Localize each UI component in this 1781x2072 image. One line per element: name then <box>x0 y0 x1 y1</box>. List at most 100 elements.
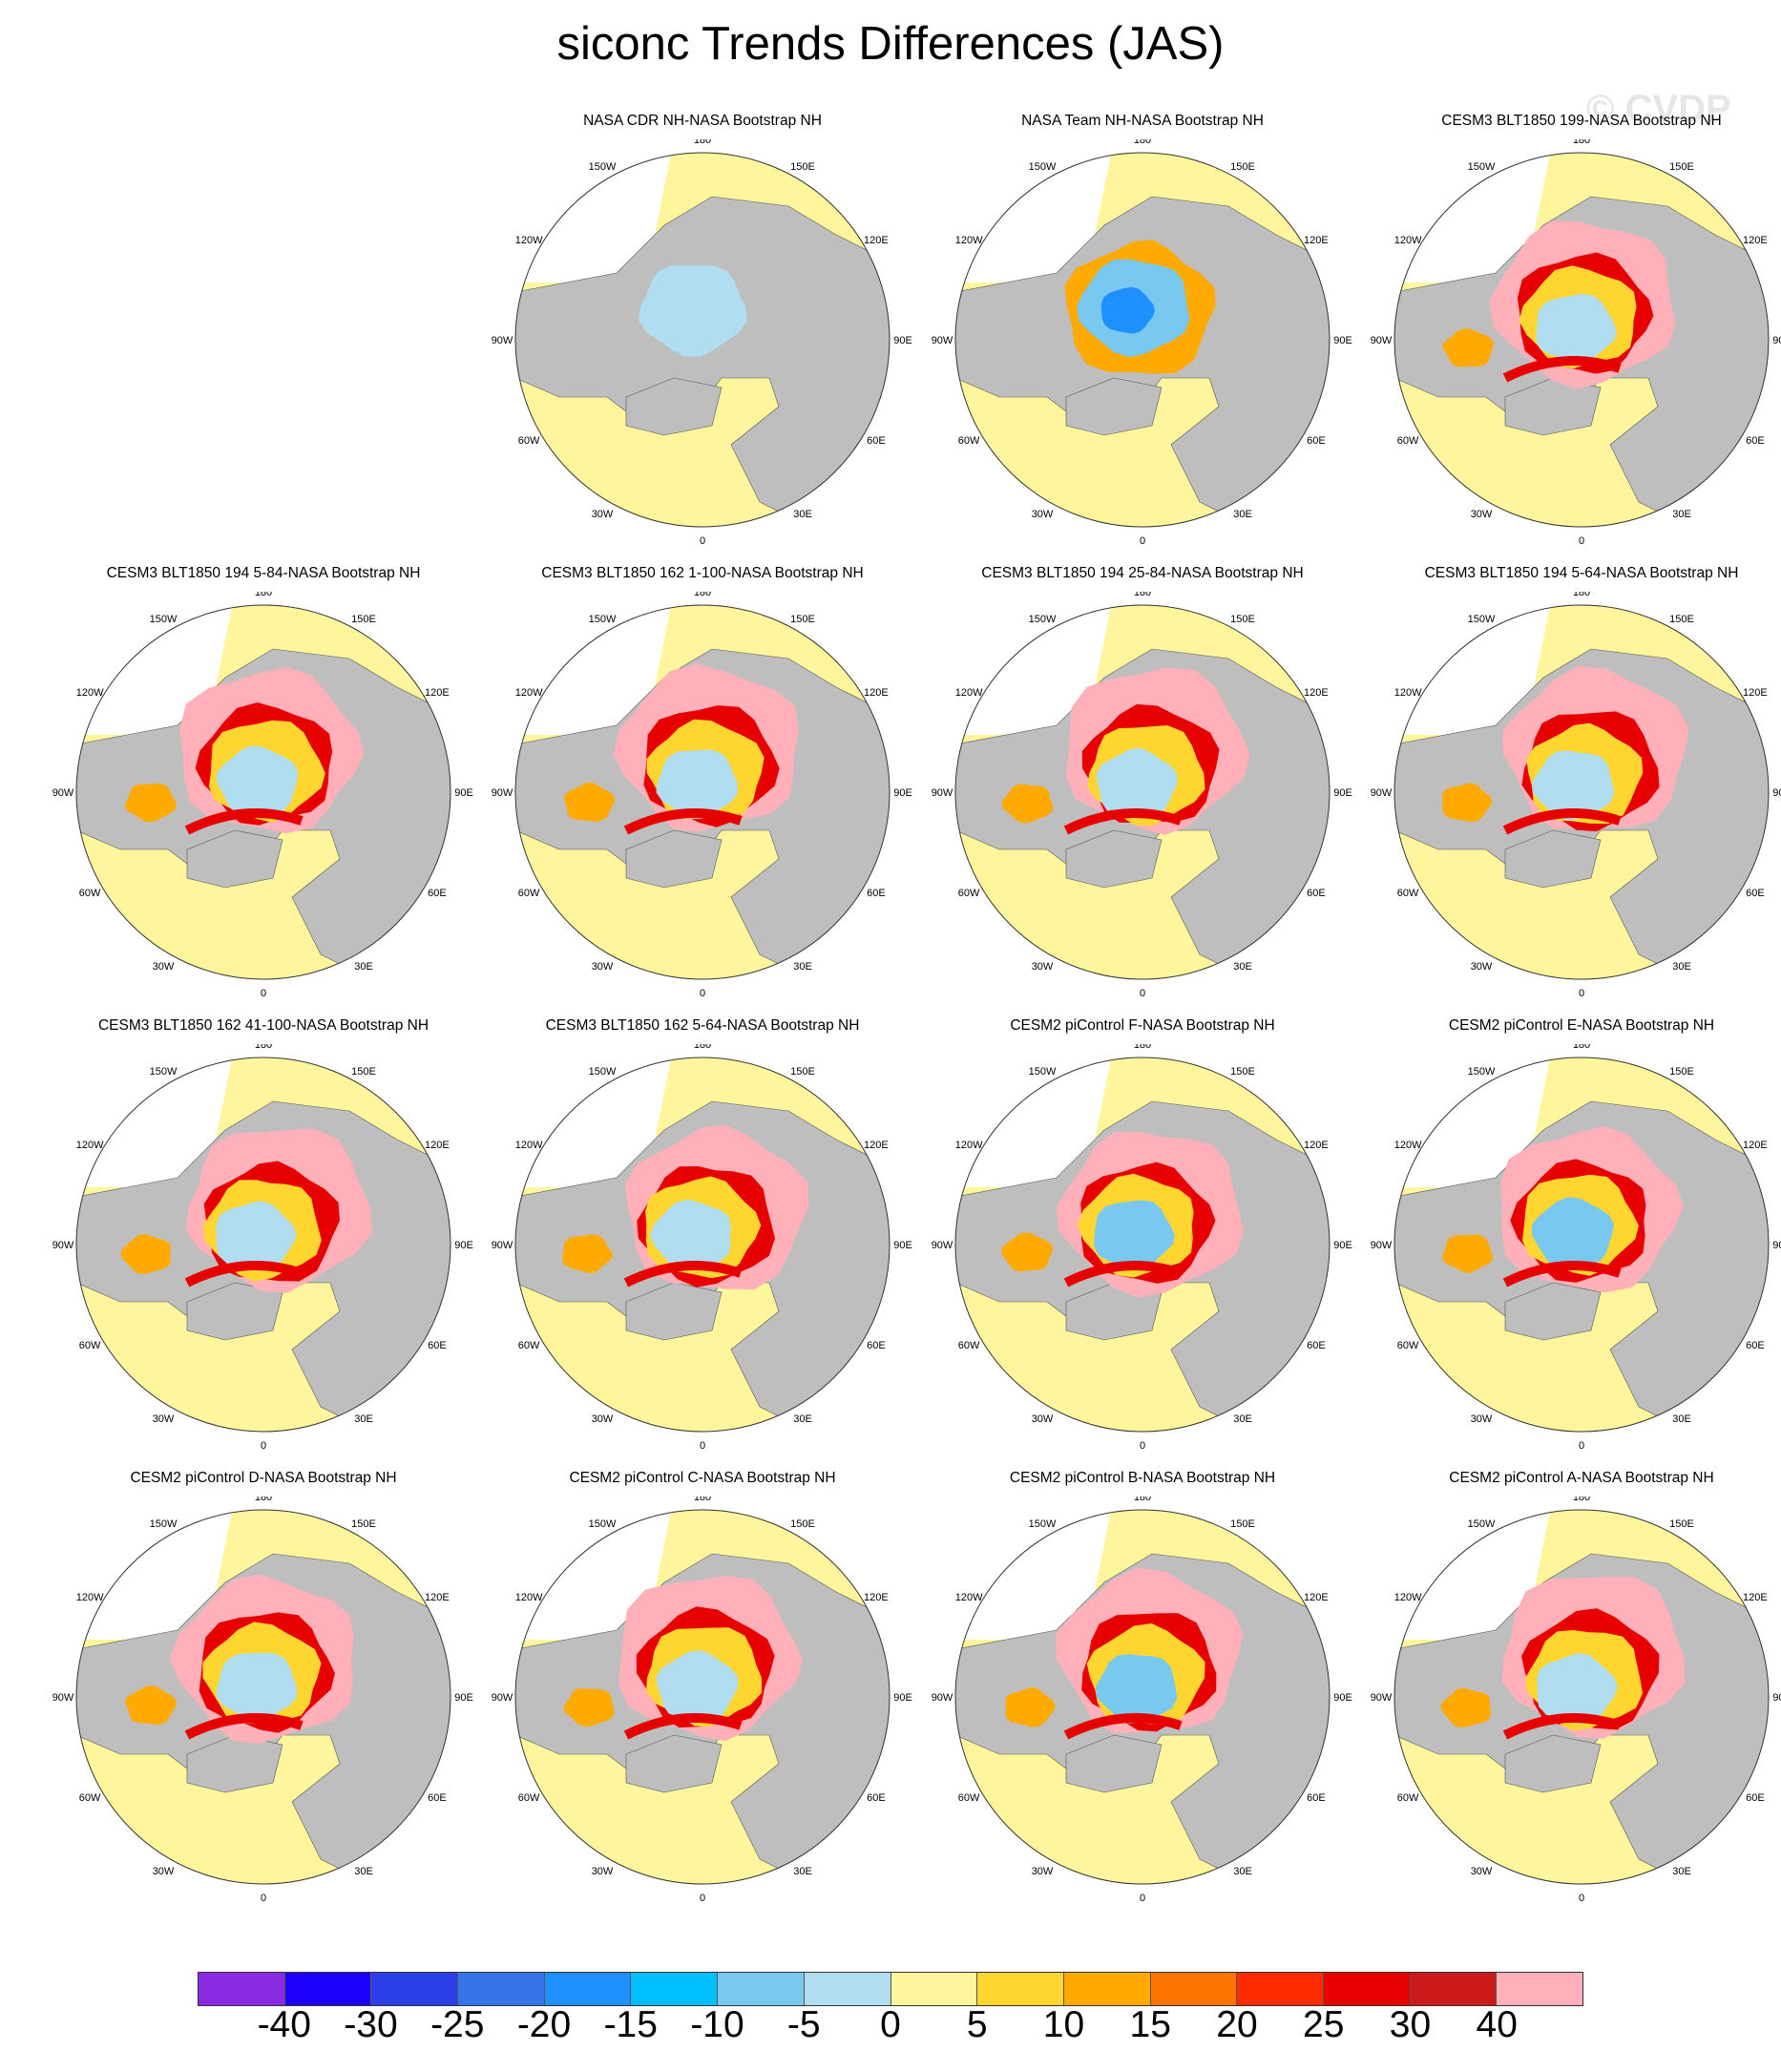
longitude-label: 60W <box>518 1792 540 1804</box>
longitude-label: 60W <box>1397 435 1419 447</box>
longitude-label: 0 <box>261 1893 266 1904</box>
ice-difference-field <box>184 1261 304 1287</box>
longitude-label: 30E <box>354 1866 373 1877</box>
longitude-label: 150W <box>150 1066 178 1078</box>
panel-title: NASA CDR NH-NASA Bootstrap NH <box>583 113 822 129</box>
ice-difference-field <box>623 808 743 835</box>
longitude-label: 150W <box>589 1066 617 1078</box>
colorbar-tick-label: -15 <box>603 2004 658 2045</box>
colorbar-tick-label: 0 <box>880 2004 901 2045</box>
land-mass <box>1065 829 1163 889</box>
longitude-label: 30E <box>1233 1866 1252 1877</box>
longitude-label: 30E <box>1672 1413 1691 1425</box>
longitude-label: 60E <box>1746 1340 1765 1351</box>
panel-title: CESM3 BLT1850 162 5-64-NASA Bootstrap NH <box>545 1017 860 1034</box>
colorbar-swatch <box>804 1973 891 2005</box>
map-boundary <box>954 152 1331 528</box>
map-boundary <box>514 152 890 528</box>
longitude-label: 30W <box>1471 1413 1493 1425</box>
longitude-label: 90E <box>1333 1240 1352 1251</box>
longitude-label: 180 <box>1573 139 1590 146</box>
ice-difference-field <box>564 782 615 822</box>
map-panel: CESM3 BLT1850 162 41-100-NASA Bootstrap … <box>44 1017 483 1456</box>
longitude-label: 150E <box>1669 1518 1694 1530</box>
longitude-label: 120E <box>1743 687 1768 699</box>
longitude-label: 120W <box>76 1592 104 1603</box>
panel-title: CESM2 piControl F-NASA Bootstrap NH <box>1010 1017 1275 1034</box>
longitude-label: 120W <box>955 1592 983 1603</box>
longitude-label: 150W <box>1029 614 1057 625</box>
panel-title: CESM3 BLT1850 194 25-84-NASA Bootstrap N… <box>981 565 1304 581</box>
ice-difference-field <box>1502 808 1622 835</box>
longitude-label: 120E <box>1304 687 1329 699</box>
longitude-label: 60E <box>1307 435 1326 447</box>
land-mass <box>186 1282 283 1341</box>
ice-difference-field <box>1532 750 1615 821</box>
longitude-label: 90E <box>454 787 473 799</box>
ice-difference-field <box>1442 1234 1493 1273</box>
ice-difference-field <box>1001 1232 1054 1272</box>
map-boundary <box>514 1509 890 1885</box>
colorbar-tick-label: 10 <box>1042 2004 1085 2045</box>
longitude-label: 60E <box>1746 435 1765 447</box>
longitude-label: 30E <box>1672 509 1691 520</box>
longitude-label: 60W <box>958 435 980 447</box>
longitude-label: 30E <box>793 1866 812 1877</box>
longitude-label: 150E <box>790 614 815 625</box>
longitude-label: 30E <box>1672 961 1691 973</box>
longitude-label: 60W <box>1397 1340 1419 1351</box>
longitude-label: 60E <box>1746 888 1765 899</box>
longitude-label: 30E <box>793 1413 812 1425</box>
colorbar-swatch <box>199 1973 285 2005</box>
colorbar-swatch <box>977 1973 1064 2005</box>
polar-map: 180 150E 120E 90E 60E 30E 0 30W 60W 90W 120W 150W <box>492 1496 912 1904</box>
longitude-label: 120W <box>1394 687 1422 699</box>
longitude-label: 120E <box>1304 1140 1329 1151</box>
map-boundary <box>1393 604 1770 980</box>
longitude-label: 60W <box>79 1792 101 1804</box>
longitude-label: 60W <box>518 1340 540 1351</box>
longitude-label: 0 <box>700 988 705 999</box>
colorbar-tick-label: -40 <box>257 2004 311 2045</box>
longitude-label: 30E <box>354 1413 373 1425</box>
longitude-label: 90E <box>893 787 912 799</box>
panel-title: CESM2 piControl C-NASA Bootstrap NH <box>569 1470 836 1486</box>
polar-map: 180 150E 120E 90E 60E 30E 0 30W 60W 90W 120W 150W <box>492 139 912 547</box>
ice-difference-field <box>184 1713 304 1740</box>
longitude-label: 120W <box>1394 235 1422 246</box>
longitude-label: 150W <box>1468 1518 1496 1530</box>
longitude-label: 180 <box>255 592 272 598</box>
longitude-label: 120W <box>76 687 104 699</box>
longitude-label: 150W <box>1029 1066 1057 1078</box>
longitude-label: 120E <box>425 1140 450 1151</box>
map-panel: CESM3 BLT1850 162 1-100-NASA Bootstrap N… <box>483 565 922 1004</box>
longitude-label: 150E <box>790 161 815 173</box>
colorbar-tick-label: -30 <box>344 2004 398 2045</box>
land-mass <box>1504 829 1602 889</box>
longitude-label: 0 <box>700 535 705 547</box>
longitude-label: 30W <box>1471 509 1493 520</box>
longitude-label: 180 <box>694 592 711 598</box>
colorbar-swatch <box>544 1973 632 2005</box>
map-boundary <box>514 604 890 980</box>
map-panel: CESM3 BLT1850 199-NASA Bootstrap NH 180 15… <box>1362 113 1781 552</box>
map-boundary <box>75 1509 451 1885</box>
longitude-label: 120E <box>425 687 450 699</box>
map-boundary <box>75 604 451 980</box>
longitude-label: 180 <box>694 139 711 146</box>
longitude-label: 180 <box>1134 1496 1151 1503</box>
longitude-label: 90E <box>1333 787 1352 799</box>
longitude-label: 0 <box>700 1440 705 1452</box>
longitude-label: 30E <box>1672 1866 1691 1877</box>
longitude-label: 90W <box>492 1692 513 1704</box>
panel-title: CESM2 piControl B-NASA Bootstrap NH <box>1009 1470 1276 1486</box>
longitude-label: 90W <box>52 787 74 799</box>
longitude-label: 150W <box>1468 1066 1496 1078</box>
longitude-label: 60E <box>867 1340 886 1351</box>
longitude-label: 150E <box>1669 161 1694 173</box>
longitude-label: 90W <box>932 787 953 799</box>
longitude-label: 60W <box>518 888 540 899</box>
colorbar-swatch <box>1237 1973 1324 2005</box>
longitude-label: 120W <box>515 1592 543 1603</box>
longitude-label: 90E <box>1333 1692 1352 1704</box>
